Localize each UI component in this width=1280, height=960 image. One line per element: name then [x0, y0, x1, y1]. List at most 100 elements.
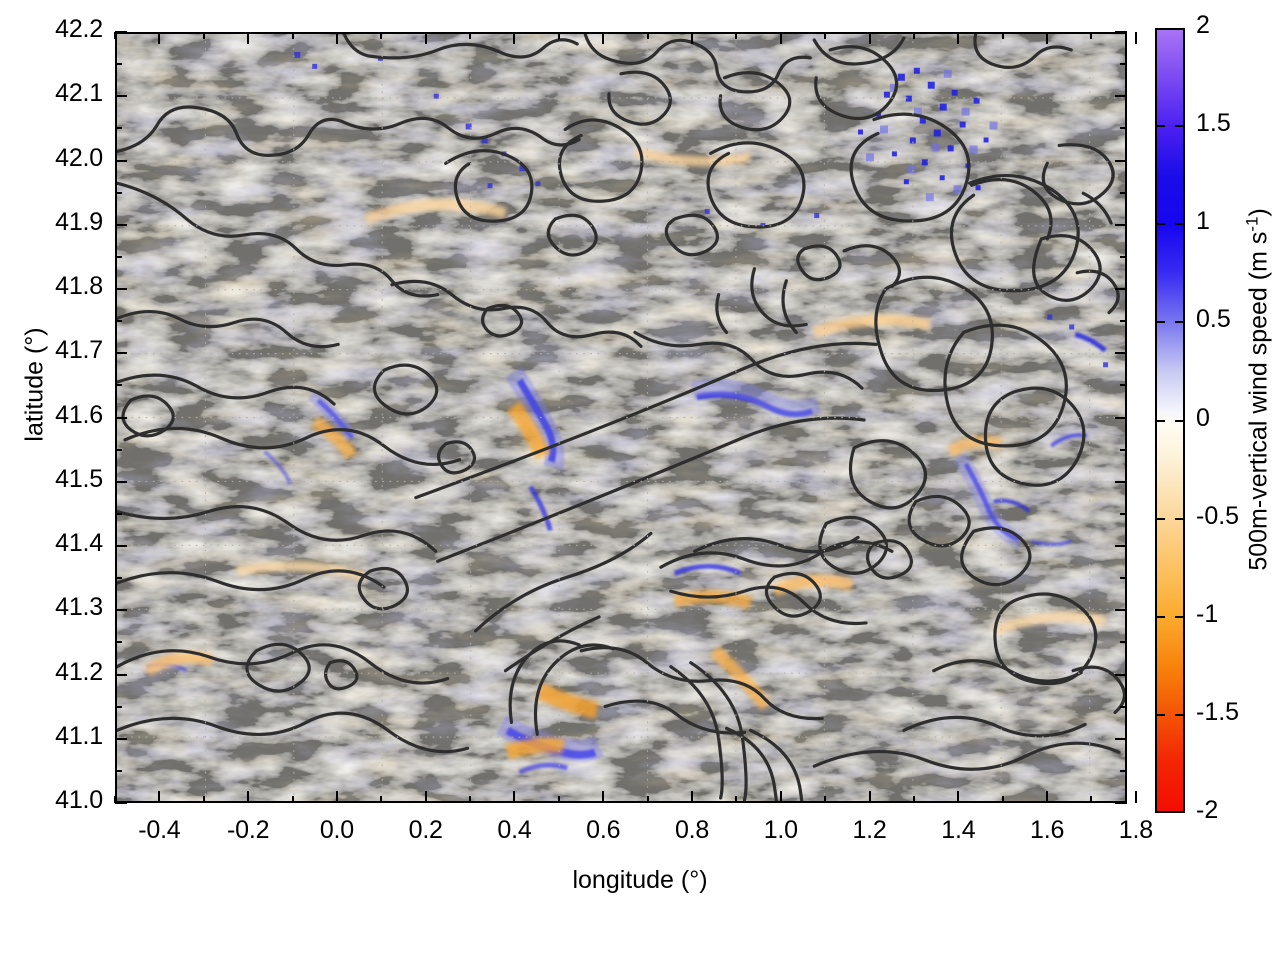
x-axis-major-tick — [424, 32, 427, 44]
x-axis-minor-tick — [202, 32, 205, 39]
y-axis-major-tick — [1115, 31, 1127, 33]
y-axis-major-tick — [115, 223, 127, 226]
y-axis-tick-label: 42.0 — [55, 143, 103, 172]
x-axis-major-tick — [513, 32, 516, 44]
y-axis-minor-tick — [1120, 320, 1127, 323]
colorbar-tick — [1155, 125, 1165, 128]
x-axis-major-tick — [957, 32, 960, 44]
y-axis-tick-label: 41.6 — [55, 400, 103, 429]
x-axis-tick-label: 1.2 — [852, 816, 887, 844]
x-axis-minor-tick — [469, 796, 472, 803]
y-axis-minor-tick — [115, 705, 122, 708]
x-axis-minor-tick — [291, 796, 294, 803]
colorbar-tick — [1175, 713, 1185, 716]
x-axis-major-tick — [513, 791, 516, 803]
y-axis-major-tick — [1115, 416, 1127, 419]
colorbar-tick — [1155, 419, 1165, 422]
y-axis-minor-tick — [1120, 641, 1127, 644]
y-axis-major-tick — [115, 31, 127, 33]
y-axis-major-tick — [115, 416, 127, 419]
y-axis-minor-tick — [1120, 577, 1127, 580]
y-axis-major-tick — [1115, 545, 1127, 547]
y-axis-major-tick — [115, 609, 127, 612]
y-axis-minor-tick — [115, 641, 122, 644]
colorbar-tick — [1175, 125, 1185, 128]
x-axis-major-tick — [158, 791, 161, 803]
y-axis-minor-tick — [115, 127, 122, 130]
x-axis-major-tick — [868, 791, 871, 803]
x-axis-minor-tick — [202, 796, 205, 803]
y-axis-minor-tick — [1120, 512, 1127, 515]
y-axis-minor-tick — [115, 769, 122, 772]
colorbar-tick-label: -1 — [1196, 599, 1219, 628]
x-axis-minor-tick — [557, 32, 560, 39]
colorbar-tick — [1155, 615, 1165, 618]
x-axis-major-tick — [424, 791, 427, 803]
y-axis-major-tick — [1115, 673, 1127, 676]
x-axis-minor-tick — [1001, 796, 1004, 803]
x-axis-minor-tick — [735, 32, 738, 39]
field-svg — [117, 34, 1125, 801]
y-axis-tick-label: 41.8 — [55, 272, 103, 300]
colorbar-tick — [1175, 321, 1185, 324]
y-axis-minor-tick — [1120, 191, 1127, 194]
y-axis-minor-tick — [1120, 705, 1127, 708]
x-axis-minor-tick — [1001, 32, 1004, 39]
y-axis-major-tick — [115, 673, 127, 676]
y-axis-major-tick — [115, 802, 127, 804]
x-axis-major-tick — [1046, 32, 1049, 44]
x-axis-tick-label: 1.0 — [763, 816, 798, 844]
colorbar-tick-label: 1 — [1196, 207, 1210, 236]
terrain-contours — [117, 34, 1125, 801]
vertical-wind-speed-field — [117, 34, 1125, 801]
x-axis-major-tick — [779, 791, 782, 803]
grid-lines — [117, 34, 1125, 801]
x-axis-major-tick — [1046, 791, 1049, 803]
x-axis-major-tick — [158, 32, 161, 44]
y-axis-tick-label: 41.7 — [55, 336, 103, 365]
colorbar-tick — [1155, 713, 1165, 716]
x-axis-major-tick — [691, 32, 694, 44]
x-axis-minor-tick — [114, 796, 116, 803]
colorbar-title-main: 500m-vertical wind speed (m s — [1244, 231, 1273, 571]
y-axis-major-tick — [115, 159, 127, 162]
y-axis-minor-tick — [1120, 255, 1127, 258]
x-axis-major-tick — [1134, 32, 1137, 44]
y-axis-minor-tick — [1120, 448, 1127, 451]
y-axis-minor-tick — [1120, 127, 1127, 130]
x-axis-major-tick — [247, 32, 250, 44]
colorbar-tick-label: -2 — [1196, 796, 1219, 824]
y-axis-major-tick — [1115, 737, 1127, 740]
colorbar-tick-label: 0 — [1196, 403, 1210, 432]
x-axis-tick-label: 1.6 — [1030, 816, 1065, 844]
x-axis-major-tick — [691, 791, 694, 803]
y-axis-major-tick — [1115, 352, 1127, 355]
x-axis-minor-tick — [912, 796, 915, 803]
colorbar-tick-label: 2 — [1196, 11, 1210, 39]
x-axis-major-tick — [779, 32, 782, 44]
x-axis-major-tick — [247, 791, 250, 803]
colorbar-title-tail: ) — [1244, 208, 1273, 217]
x-axis-minor-tick — [114, 32, 116, 39]
y-axis-tick-label: 42.1 — [55, 79, 103, 108]
colorbar-tick — [1175, 223, 1185, 226]
x-axis-major-tick — [868, 32, 871, 44]
x-axis-title: longitude (°) — [572, 866, 708, 894]
y-axis-minor-tick — [115, 191, 122, 194]
y-axis-minor-tick — [115, 320, 122, 323]
colorbar-tick-label: 0.5 — [1196, 305, 1231, 334]
colorbar-tick-label: -1.5 — [1196, 697, 1240, 726]
y-axis-tick-label: 41.0 — [55, 786, 103, 814]
x-axis-minor-tick — [824, 796, 827, 803]
y-axis-minor-tick — [115, 384, 122, 387]
x-axis-minor-tick — [557, 796, 560, 803]
colorbar-tick-label: -0.5 — [1196, 501, 1240, 530]
x-axis-minor-tick — [291, 32, 294, 39]
y-axis-major-tick — [1115, 802, 1127, 804]
y-axis-tick-label: 41.5 — [55, 464, 103, 493]
x-axis-major-tick — [602, 791, 605, 803]
y-axis-tick-label: 41.9 — [55, 207, 103, 236]
colorbar-tick — [1155, 223, 1165, 226]
y-axis-major-tick — [115, 95, 127, 98]
